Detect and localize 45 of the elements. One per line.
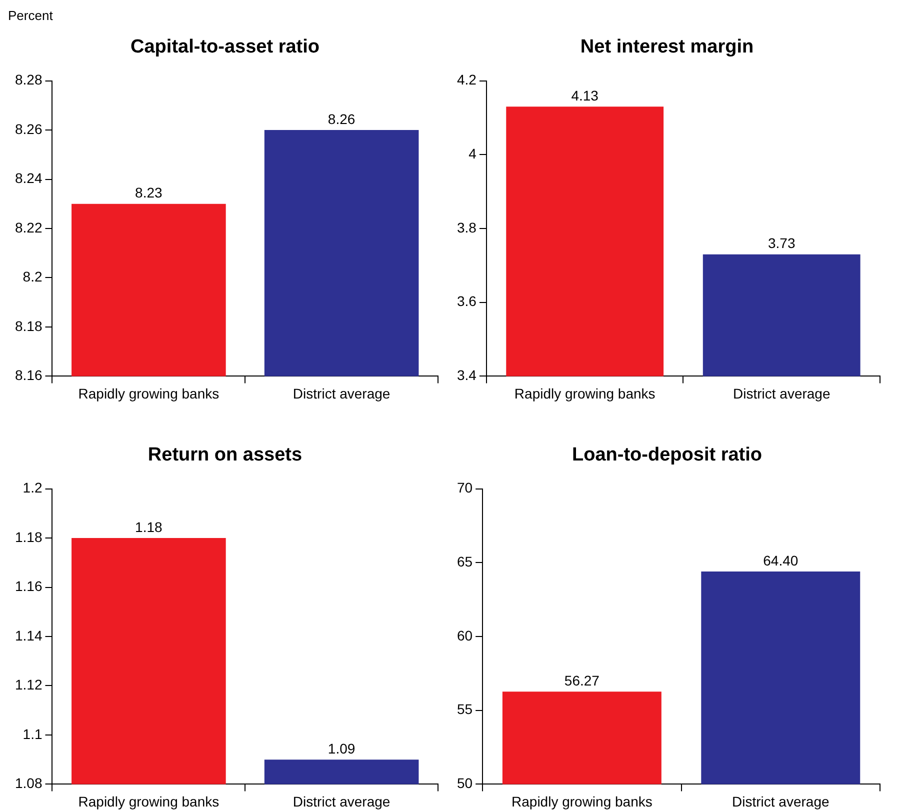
data-label: 3.73 — [768, 235, 796, 252]
y-tick-label: 8.28 — [15, 72, 42, 88]
y-tick-label: 1.14 — [15, 627, 42, 644]
x-tick-label: District average — [732, 793, 830, 810]
text: Percent — [8, 8, 53, 23]
data-label: 8.26 — [328, 110, 356, 127]
y-tick-label: 4.2 — [456, 72, 477, 88]
x-tick-label: Rapidly growing banks — [512, 793, 652, 810]
data-label: 4.13 — [571, 88, 599, 104]
x-tick-label: Rapidly growing banks — [514, 385, 656, 402]
y-tick-label: 4 — [468, 146, 477, 162]
y-tick-label: 1.1 — [22, 726, 42, 742]
chart-title: Net interest margin — [580, 36, 754, 58]
x-tick-label: District average — [732, 385, 830, 402]
chart-title: Loan-to-deposit ratio — [572, 444, 762, 466]
y-tick-label: 3.6 — [456, 293, 477, 310]
y-tick-label: 8.24 — [15, 170, 42, 186]
x-tick-label: Rapidly growing banks — [78, 385, 220, 402]
y-tick-label: 8.18 — [15, 318, 42, 334]
data-label: 1.09 — [328, 740, 356, 756]
y-tick-label: 3.8 — [456, 219, 477, 236]
y-tick-label: 1.12 — [15, 676, 42, 693]
data-label: 64.40 — [763, 552, 798, 568]
y-tick-label: 1.18 — [15, 528, 42, 545]
y-tick-label: 65 — [456, 554, 473, 570]
y-tick-label: 3.4 — [456, 367, 477, 384]
x-tick-label: District average — [292, 793, 390, 810]
data-label: 1.18 — [135, 518, 163, 535]
y-tick-label: 1.2 — [22, 480, 42, 496]
x-tick-label: District average — [292, 385, 390, 402]
y-tick-label: 8.2 — [22, 268, 42, 285]
data-label: 56.27 — [564, 672, 600, 688]
y-tick-label: 50 — [456, 775, 473, 792]
y-tick-label: 1.08 — [15, 775, 42, 792]
y-tick-label: 8.22 — [15, 219, 42, 236]
chart-title: Return on assets — [148, 444, 302, 466]
chart-title: Capital-to-asset ratio — [130, 36, 320, 58]
y-tick-label: 8.26 — [15, 120, 42, 137]
y-tick-label: 55 — [456, 701, 473, 718]
y-tick-label: 8.16 — [15, 367, 42, 384]
x-tick-label: Rapidly growing banks — [78, 793, 220, 810]
y-tick-label: 60 — [456, 627, 473, 644]
data-label: 8.23 — [135, 184, 163, 201]
y-tick-label: 1.16 — [15, 578, 42, 594]
y-tick-label: 70 — [456, 480, 473, 496]
